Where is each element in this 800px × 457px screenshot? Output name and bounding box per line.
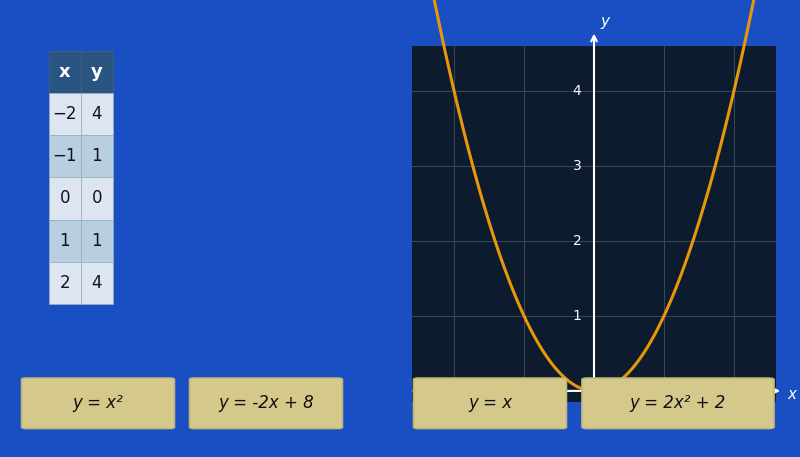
FancyBboxPatch shape bbox=[49, 135, 81, 177]
Text: 2: 2 bbox=[573, 234, 582, 248]
Text: y = x²: y = x² bbox=[73, 394, 123, 412]
Text: 4: 4 bbox=[91, 105, 102, 123]
Text: y = 2x² + 2: y = 2x² + 2 bbox=[630, 394, 726, 412]
Text: 1: 1 bbox=[659, 409, 669, 424]
Text: −1: −1 bbox=[514, 409, 534, 424]
FancyBboxPatch shape bbox=[49, 177, 81, 219]
Text: y: y bbox=[91, 63, 102, 81]
Text: −2: −2 bbox=[444, 409, 464, 424]
Text: 4: 4 bbox=[91, 274, 102, 292]
Text: 0: 0 bbox=[600, 409, 609, 424]
Text: 1: 1 bbox=[59, 232, 70, 250]
Text: 1: 1 bbox=[91, 232, 102, 250]
FancyBboxPatch shape bbox=[49, 262, 81, 304]
Text: −2: −2 bbox=[53, 105, 77, 123]
Text: y = x: y = x bbox=[468, 394, 512, 412]
Text: y: y bbox=[600, 14, 609, 29]
FancyBboxPatch shape bbox=[81, 93, 113, 135]
FancyBboxPatch shape bbox=[190, 378, 342, 429]
FancyBboxPatch shape bbox=[49, 51, 81, 93]
Text: x: x bbox=[59, 63, 70, 81]
Text: −1: −1 bbox=[53, 147, 77, 165]
Text: y = -2x + 8: y = -2x + 8 bbox=[218, 394, 314, 412]
FancyBboxPatch shape bbox=[414, 378, 566, 429]
FancyBboxPatch shape bbox=[22, 378, 174, 429]
FancyBboxPatch shape bbox=[81, 177, 113, 219]
FancyBboxPatch shape bbox=[81, 262, 113, 304]
Text: 2: 2 bbox=[730, 409, 738, 424]
FancyBboxPatch shape bbox=[81, 135, 113, 177]
FancyBboxPatch shape bbox=[81, 51, 113, 93]
FancyBboxPatch shape bbox=[49, 93, 81, 135]
Text: 1: 1 bbox=[91, 147, 102, 165]
FancyBboxPatch shape bbox=[49, 219, 81, 262]
Text: 4: 4 bbox=[573, 84, 582, 98]
FancyBboxPatch shape bbox=[81, 219, 113, 262]
FancyBboxPatch shape bbox=[582, 378, 774, 429]
Text: 1: 1 bbox=[573, 309, 582, 323]
Text: 3: 3 bbox=[573, 159, 582, 173]
Text: x: x bbox=[787, 387, 796, 402]
Text: 0: 0 bbox=[60, 190, 70, 207]
Text: 0: 0 bbox=[91, 190, 102, 207]
Text: 2: 2 bbox=[59, 274, 70, 292]
